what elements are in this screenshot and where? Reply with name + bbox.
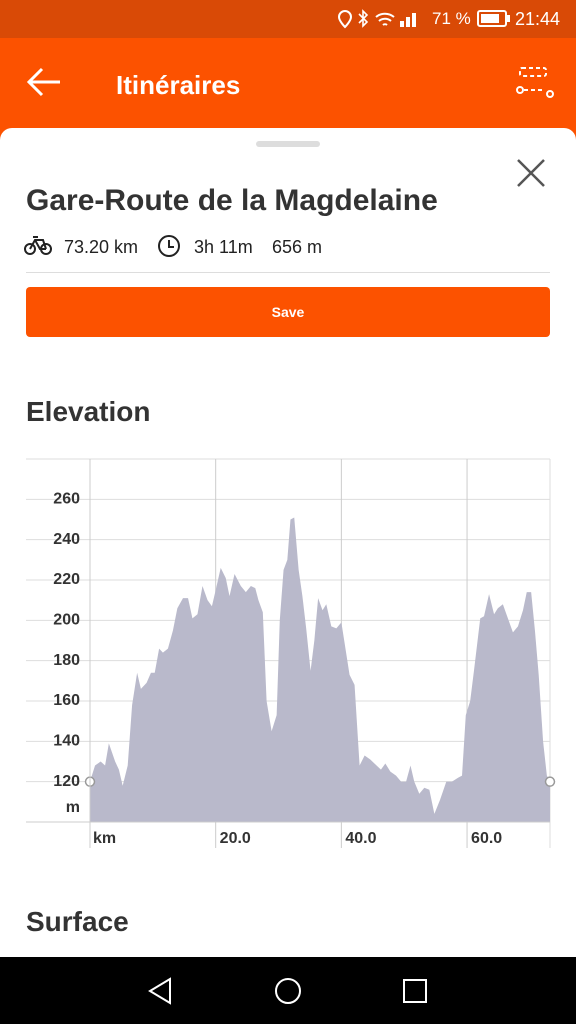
- route-name: Gare-Route de la Magdelaine: [26, 186, 438, 216]
- y-tick-label: 180: [53, 652, 80, 669]
- clock: 21:44: [515, 9, 561, 29]
- y-tick-label: 140: [53, 733, 80, 750]
- route-options-button[interactable]: [516, 64, 558, 100]
- y-tick-label: 220: [53, 571, 80, 588]
- y-tick-label: 240: [53, 531, 80, 548]
- close-button[interactable]: [514, 156, 548, 190]
- x-tick-label: 20.0: [220, 830, 251, 847]
- y-tick-label: 200: [53, 612, 80, 629]
- duration: 3h 11m: [194, 237, 253, 257]
- section-title: Surface: [26, 906, 129, 937]
- elevation-area: [90, 517, 550, 822]
- x-axis-label: km: [93, 830, 116, 847]
- nav-buttons: [148, 977, 427, 1005]
- nav-bar: [0, 957, 576, 1024]
- y-tick-label: 260: [53, 491, 80, 508]
- y-tick-label: 160: [53, 692, 80, 709]
- y-axis-label: m: [66, 799, 80, 816]
- battery-text: 71 %: [432, 9, 471, 28]
- status-icons: [337, 9, 416, 29]
- status-bar: 71 % 21:44: [0, 0, 576, 38]
- title-clip: Gare-Route de la Magdelaine: [0, 186, 500, 216]
- battery-icon: [477, 10, 510, 27]
- section-title: Elevation: [26, 396, 151, 427]
- clock-icon: [158, 235, 180, 257]
- x-tick-label: 60.0: [471, 830, 502, 847]
- save-button[interactable]: Save: [26, 287, 550, 337]
- elevation-gain: 656 m: [272, 237, 323, 257]
- distance: 73.20 km: [64, 237, 139, 257]
- end-point: [544, 776, 556, 787]
- back-button[interactable]: [24, 64, 64, 100]
- divider: [26, 272, 550, 273]
- bike-icon: [24, 236, 52, 255]
- drag-handle[interactable]: [256, 141, 320, 147]
- app-bar: Itinéraires: [0, 38, 576, 130]
- elevation-chart: 120 140 160 180 200 220 240 260 20.0 40.0 60.0 mkm: [26, 458, 556, 848]
- x-tick-label: 40.0: [345, 830, 376, 847]
- y-tick-label: 120: [53, 773, 80, 790]
- app-title: Itinéraires: [116, 70, 241, 100]
